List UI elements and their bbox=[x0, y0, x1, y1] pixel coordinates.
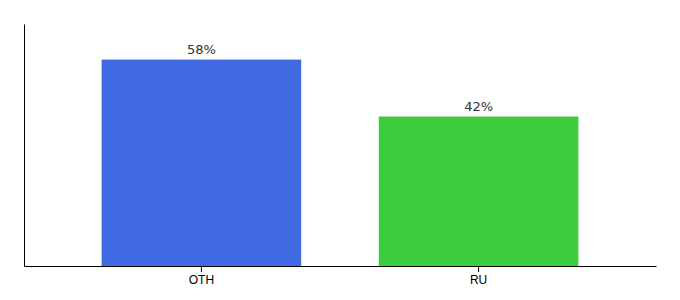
chart: OTH RU 58% 42% bbox=[0, 0, 680, 300]
data-label: 58% bbox=[187, 42, 216, 57]
x-tick-label: OTH bbox=[189, 273, 214, 287]
x-tick: RU bbox=[470, 266, 487, 287]
x-tick-mark bbox=[201, 266, 202, 272]
bar bbox=[379, 117, 579, 266]
x-axis-line bbox=[25, 266, 657, 267]
x-tick-mark bbox=[478, 266, 479, 272]
plot: OTH RU 58% 42% bbox=[25, 25, 657, 287]
bar bbox=[102, 60, 302, 266]
y-axis-line bbox=[24, 25, 25, 267]
x-tick: OTH bbox=[189, 266, 214, 287]
y-axis bbox=[24, 25, 25, 267]
data-label: 42% bbox=[464, 99, 493, 114]
x-axis: OTH RU bbox=[25, 266, 657, 287]
data-labels: 58% 42% bbox=[187, 42, 493, 114]
x-tick-label: RU bbox=[470, 273, 487, 287]
bars bbox=[102, 60, 579, 266]
